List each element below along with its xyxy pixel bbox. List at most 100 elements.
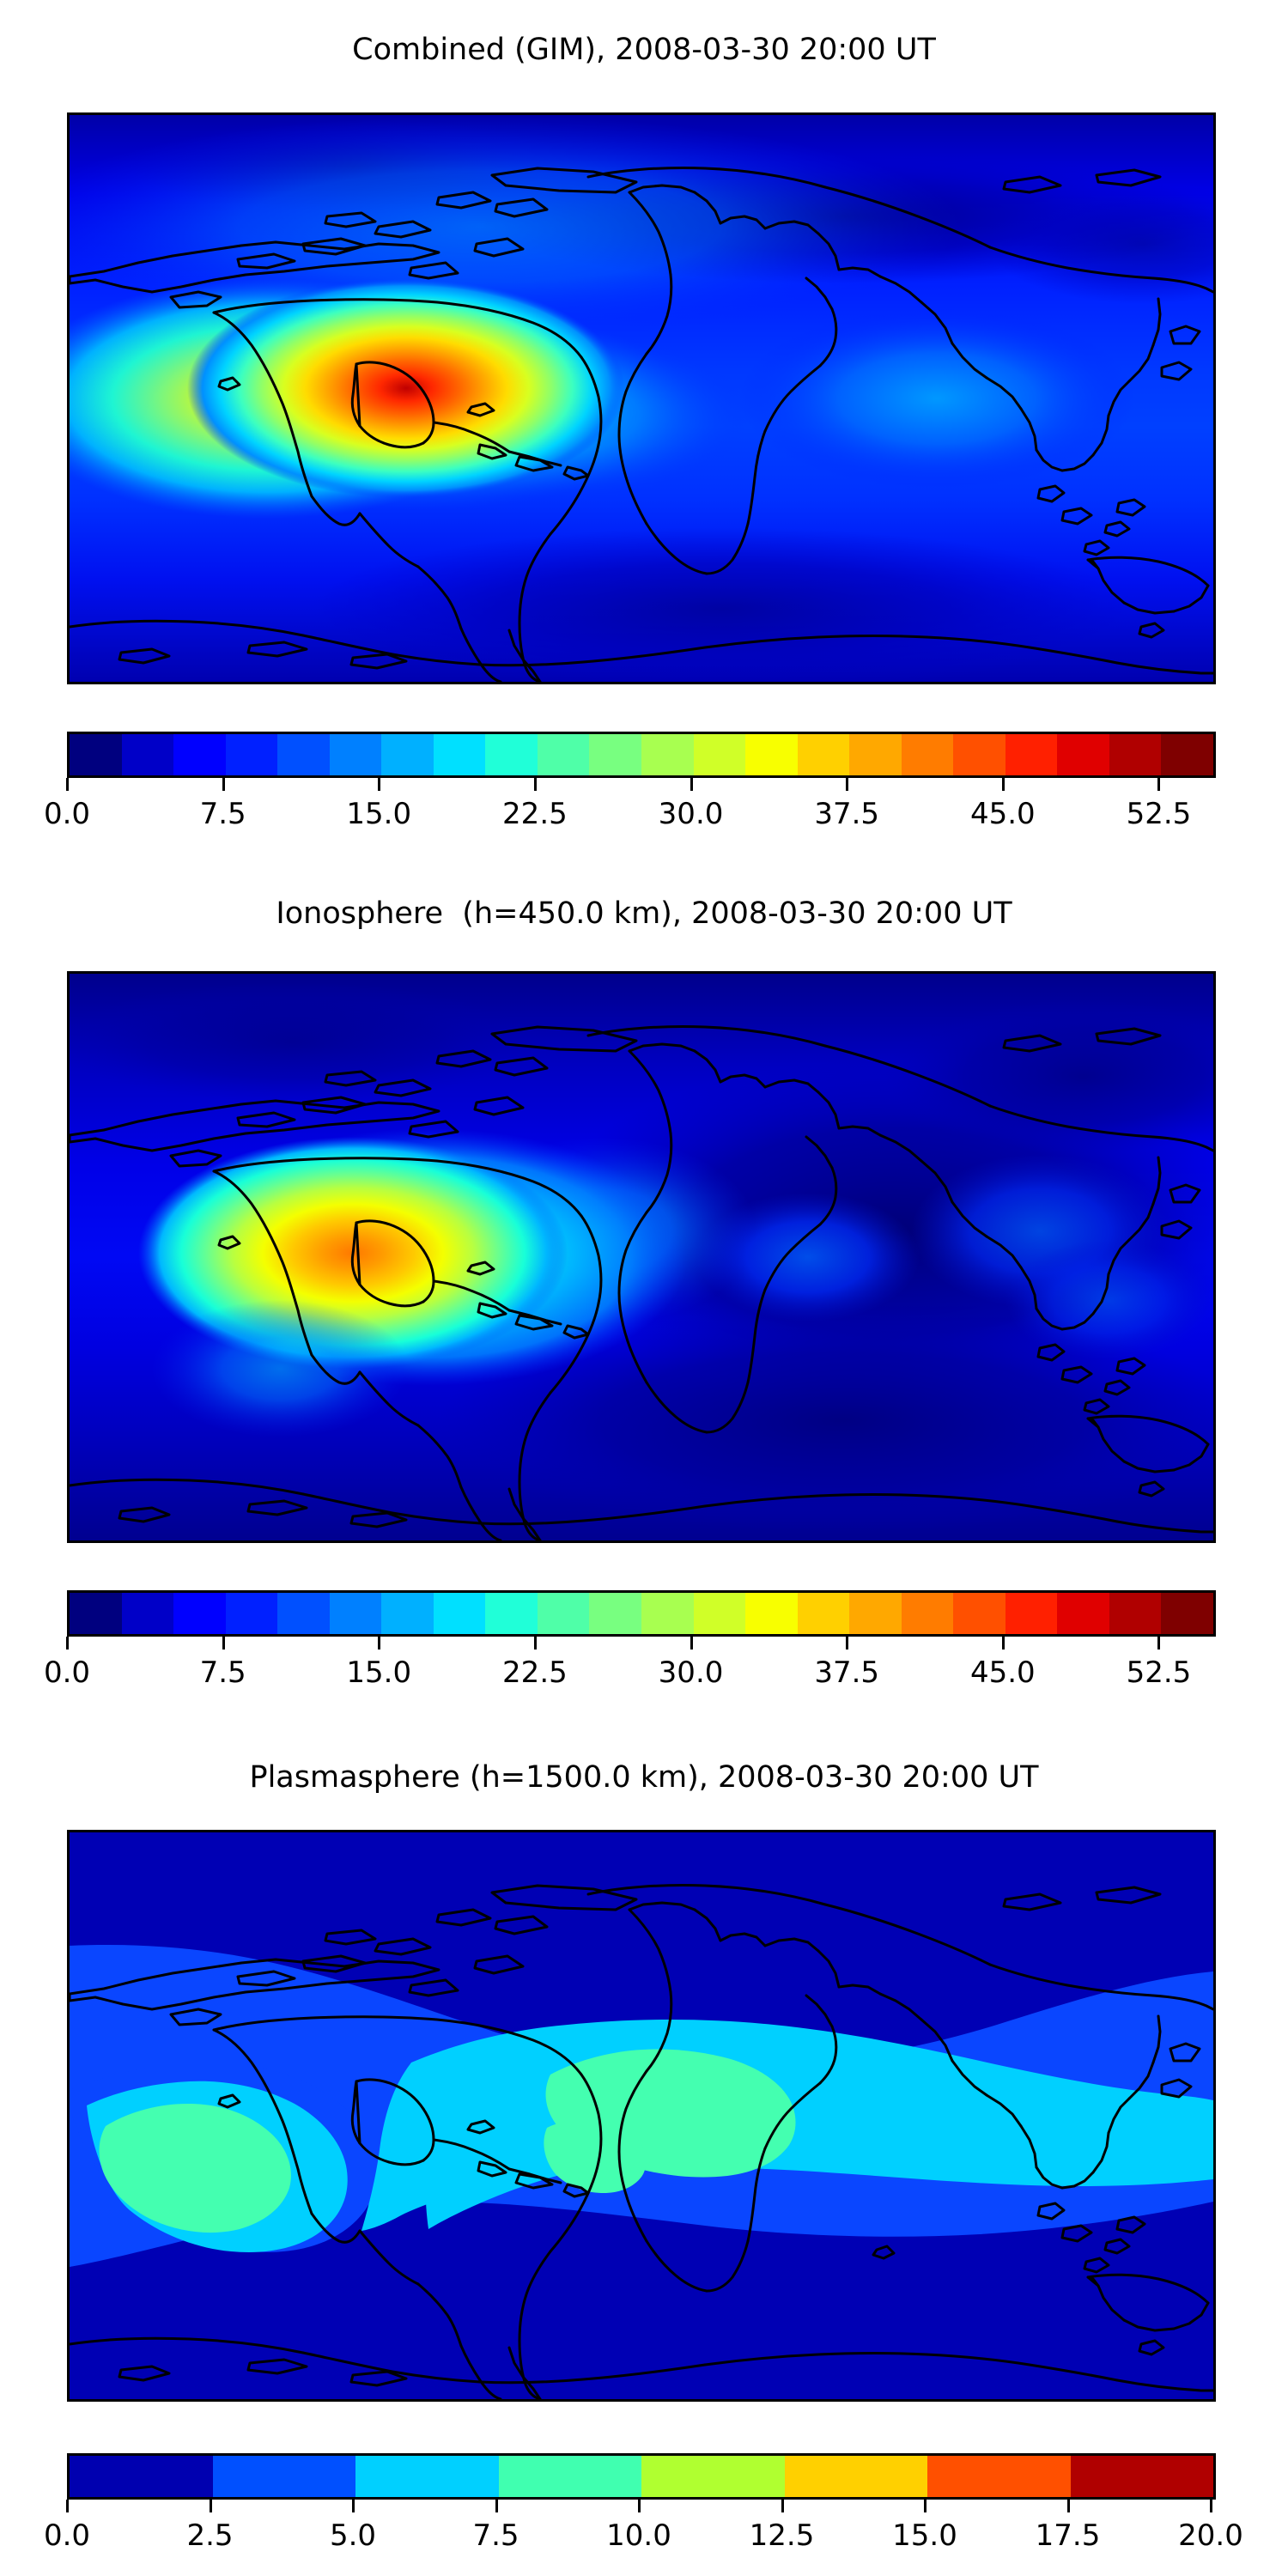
colorbar-segment — [927, 2456, 1071, 2497]
colorbar-tick-mark — [66, 2500, 69, 2512]
colorbar-tick-mark — [222, 778, 225, 791]
colorbar-tick-mark — [533, 778, 537, 791]
colorbar-segment — [1161, 1593, 1214, 1634]
colorbar-labels-ionosphere: 0.0 7.5 15.0 22.5 30.0 37.5 45.0 52.5 — [44, 1656, 1213, 1693]
coastlines-plasmasphere — [70, 1883, 1213, 2399]
colorbar-bar-ionosphere[interactable] — [67, 1590, 1216, 1637]
colorbar-segment — [849, 734, 902, 775]
colorbar-tick-label: 12.5 — [749, 2518, 815, 2553]
colorbar-segment — [1161, 734, 1214, 775]
colorbar-segment — [693, 1593, 746, 1634]
panel-title-plasmasphere: Plasmasphere (h=1500.0 km), 2008-03-30 2… — [249, 1760, 1039, 1795]
colorbar-labels-combined: 0.0 7.5 15.0 22.5 30.0 37.5 45.0 52.5 — [44, 797, 1213, 835]
colorbar-segment — [225, 734, 278, 775]
colorbar-tick-label: 45.0 — [969, 1656, 1036, 1690]
colorbar-segment — [355, 2456, 499, 2497]
colorbar-segment — [1109, 734, 1162, 775]
colorbar-tick-label: 52.5 — [1126, 1656, 1192, 1690]
colorbar-segment — [953, 734, 1005, 775]
colorbar-tick-label: 0.0 — [43, 797, 91, 831]
colorbar-segment — [498, 2456, 641, 2497]
colorbar-segment — [641, 734, 694, 775]
colorbar-tick-mark — [378, 778, 381, 791]
colorbar-segment — [329, 1593, 382, 1634]
colorbar-tick-mark — [352, 2500, 355, 2512]
map-svg-combined — [70, 115, 1213, 682]
colorbar-segment — [953, 1593, 1005, 1634]
colorbar-segment — [70, 1593, 122, 1634]
colorbar-tick-label: 2.5 — [186, 2518, 234, 2553]
colorbar-tick-mark — [924, 2500, 927, 2512]
colorbar-tick-label: 52.5 — [1126, 797, 1192, 831]
colorbar-tick-mark — [781, 2500, 784, 2512]
colorbar-segment — [1109, 1593, 1162, 1634]
colorbar-segment — [641, 2456, 785, 2497]
colorbar-bar-plasmasphere[interactable] — [67, 2453, 1216, 2500]
colorbar-tick-label: 17.5 — [1035, 2518, 1101, 2553]
colorbar-tick-label: 7.5 — [199, 797, 246, 831]
colorbar-segment — [589, 734, 642, 775]
colorbar-tick-label: 22.5 — [502, 1656, 568, 1690]
colorbar-tick-mark — [209, 2500, 212, 2512]
colorbar-tick-mark — [533, 1637, 537, 1649]
colorbar-segment — [1005, 734, 1058, 775]
colorbar-segment — [121, 734, 174, 775]
colorbar-segment — [849, 1593, 902, 1634]
colorbar-segment — [212, 2456, 355, 2497]
colorbar-segment — [433, 734, 486, 775]
map-plasmasphere — [67, 1830, 1216, 2402]
colorbar-segment — [745, 734, 798, 775]
colorbar-segment — [277, 734, 330, 775]
colorbar-tick-mark — [1210, 2500, 1212, 2512]
coastlines-combined — [70, 166, 1213, 682]
colorbar-tick-label: 0.0 — [43, 2518, 91, 2553]
coastlines-ionosphere — [70, 1024, 1213, 1540]
colorbar-segment — [641, 1593, 694, 1634]
colorbar-bar-combined[interactable] — [67, 732, 1216, 778]
colorbar-segment — [784, 2456, 927, 2497]
colorbar-segment — [121, 1593, 174, 1634]
colorbar-tick-label: 37.5 — [814, 1656, 880, 1690]
colorbar-segment — [381, 734, 434, 775]
colorbar-segment — [1057, 734, 1109, 775]
colorbar-tick-mark — [222, 1637, 225, 1649]
colorbar-tick-mark — [378, 1637, 381, 1649]
colorbar-segment — [901, 1593, 954, 1634]
colorbar-segment — [173, 1593, 226, 1634]
colorbar-segment — [433, 1593, 486, 1634]
colorbar-segment — [329, 734, 382, 775]
colorbar-tick-label: 0.0 — [43, 1656, 91, 1690]
panel-title-combined: Combined (GIM), 2008-03-30 20:00 UT — [352, 33, 936, 67]
colorbar-labels-plasmasphere: 0.0 2.5 5.0 7.5 10.0 12.5 15.0 17.5 20.0 — [44, 2518, 1243, 2556]
contour-band-7.5-pacific — [99, 2104, 291, 2233]
colorbar-segment — [381, 1593, 434, 1634]
colorbar-tick-mark — [638, 2500, 641, 2512]
map-combined-gim — [67, 112, 1216, 684]
colorbar-tick-mark — [690, 1637, 693, 1649]
colorbar-segment — [173, 734, 226, 775]
colorbar-tick-label: 22.5 — [502, 797, 568, 831]
colorbar-segment — [901, 734, 954, 775]
colorbar-segment — [797, 734, 850, 775]
colorbar-tick-label: 37.5 — [814, 797, 880, 831]
colorbar-tick-label: 7.5 — [472, 2518, 519, 2553]
colorbar-tick-mark — [846, 778, 849, 791]
colorbar-segment — [485, 734, 538, 775]
colorbar-tick-label: 30.0 — [658, 797, 724, 831]
colorbar-segment — [70, 734, 122, 775]
colorbar-segment — [797, 1593, 850, 1634]
colorbar-tick-mark — [690, 778, 693, 791]
colorbar-tick-label: 30.0 — [658, 1656, 724, 1690]
map-svg-ionosphere — [70, 974, 1213, 1540]
colorbar-segment — [537, 734, 590, 775]
colorbar-tick-label: 15.0 — [346, 1656, 412, 1690]
colorbar-tick-mark — [1001, 1637, 1005, 1649]
colorbar-segment — [1057, 1593, 1109, 1634]
colorbar-segment — [745, 1593, 798, 1634]
colorbar-segment — [485, 1593, 538, 1634]
colorbar-tick-label: 7.5 — [199, 1656, 246, 1690]
colorbar-tick-label: 5.0 — [329, 2518, 377, 2553]
colorbar-ticks-ionosphere — [64, 1637, 1213, 1656]
colorbar-ionosphere: 0.0 7.5 15.0 22.5 30.0 37.5 45.0 52.5 — [44, 1590, 1216, 1693]
colorbar-segment — [1005, 1593, 1058, 1634]
